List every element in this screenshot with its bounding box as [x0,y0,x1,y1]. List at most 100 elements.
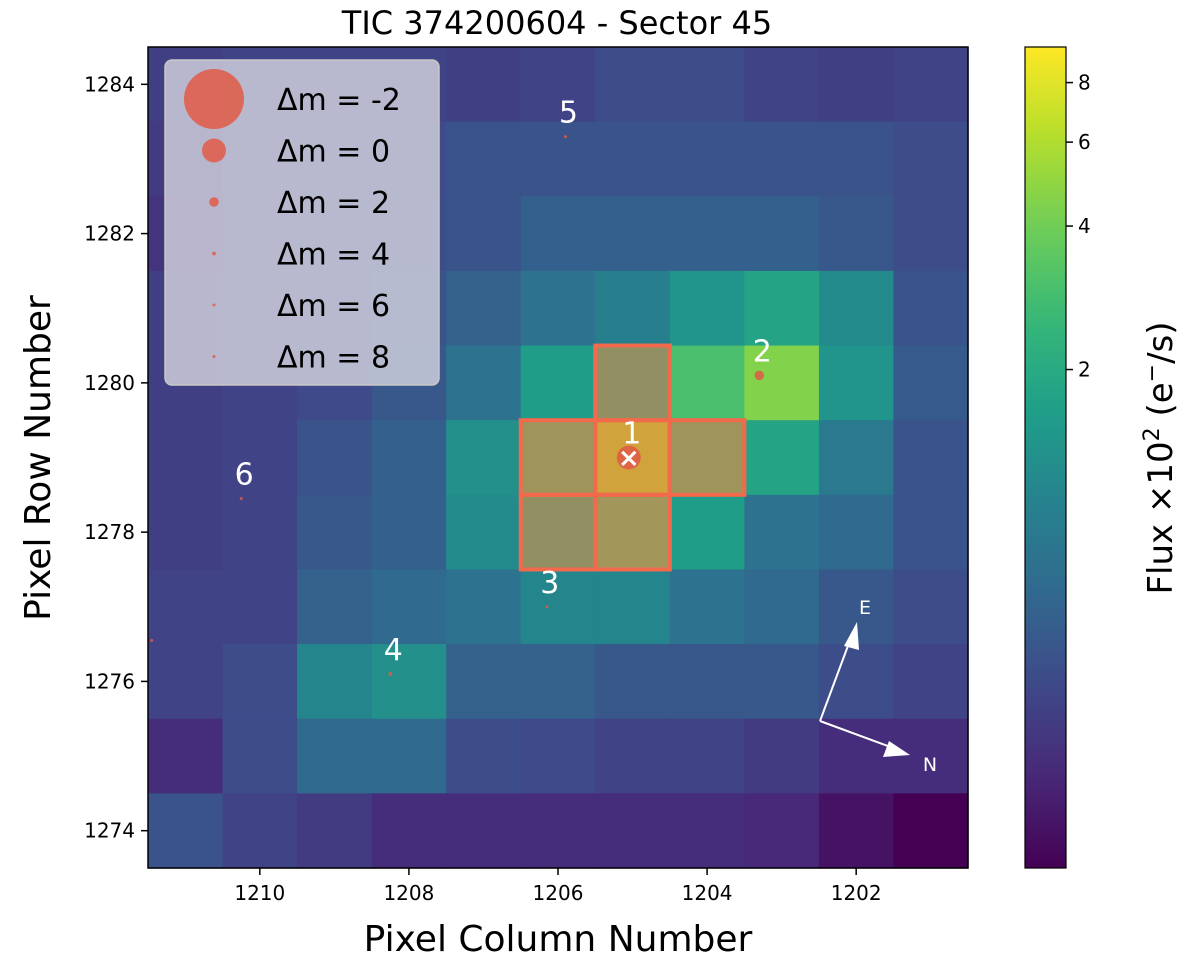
pixel-cell [893,121,969,197]
legend-marker [212,355,216,358]
pixel-cell [371,420,447,496]
pixel-cell [595,718,671,794]
pixel-cell [669,644,745,720]
colorbar: 2 4 6 8 Flux ×102 (e−/s) [1024,46,1181,869]
pixel-cell [893,196,969,272]
star-marker [239,497,243,501]
colorbar-tick-label: 4 [1078,214,1091,238]
pixel-cell [595,270,671,347]
pixel-cell [595,121,671,197]
pixel-cell [669,47,745,123]
star-marker [616,445,641,470]
pixel-cell [297,494,373,571]
pixel-cell [520,793,596,869]
pixel-cell [148,420,224,496]
pixel-cell [818,494,895,571]
pixel-cell [744,420,820,496]
pixel-cell [222,793,298,869]
pixel-cell [222,644,298,720]
pixel-cell [893,345,969,421]
pixel-cell [446,494,522,571]
pixel-cell [669,494,745,571]
pixel-cell [297,644,373,720]
legend-label: Δm = 0 [277,135,390,170]
star-marker [754,370,765,381]
legend-label: Δm = 8 [277,341,390,376]
pixel-cell [446,196,522,272]
pixel-cell [520,47,596,123]
pixel-cell [818,644,895,720]
pixel-cell [818,793,895,869]
y-tick-label: 1276 [84,669,135,693]
pixel-cell [222,569,298,645]
x-tick-label: 1206 [533,881,584,905]
star-label: 3 [540,566,559,601]
y-tick-label: 1284 [84,72,135,96]
compass-east-label: E [859,597,871,619]
pixel-cell [669,718,745,794]
pixel-cell [148,644,224,720]
pixel-cell [744,121,820,197]
legend-marker [184,69,244,129]
pixel-cell [744,569,820,645]
pixel-cell [148,494,224,571]
target-cross: × [618,444,640,474]
pixel-cell [669,793,745,869]
pixel-cell [297,420,373,496]
pixel-cell [297,569,373,645]
colorbar-label: Flux ×102 (e−/s) [1140,321,1181,594]
pixel-cell [744,47,820,123]
pixel-cell [446,569,522,645]
x-tick-label: 1204 [682,881,733,905]
legend-label: Δm = -2 [277,83,401,118]
legend: Δm = -2 Δm = 0 Δm = 2 Δm = 4 Δm = 6 Δm = 8 [164,59,440,386]
legend-label: Δm = 2 [277,186,390,221]
pixel-cell [893,718,969,794]
compass-east-arrowhead [844,622,859,650]
colorbar-tick-label: 8 [1078,71,1091,95]
pixel-cell [520,569,596,645]
colorbar-tick-label: 6 [1078,130,1091,154]
pixel-cell [893,494,969,571]
pixel-cell [669,345,745,421]
pixel-cell [446,644,522,720]
y-tick-label: 1280 [84,371,135,395]
compass: E N [819,597,937,776]
star-marker [545,605,549,609]
pixel-cell [446,121,522,197]
pixel-cell [297,793,373,869]
y-tick-label: 1278 [84,520,135,544]
x-axis-label: Pixel Column Number [364,919,753,960]
x-tick-label: 1210 [234,881,285,905]
pixel-cell [818,196,895,272]
pixel-cell [371,644,447,720]
pixel-cell [371,569,447,645]
aperture-pixel [518,492,598,572]
pixel-cell [520,196,596,272]
pixel-cell [669,196,745,272]
pixel-cell [818,420,895,496]
pixel-cell [818,270,895,347]
aperture-pixel [667,418,747,497]
pixel-cell [148,793,224,869]
pixel-cell [595,793,671,869]
legend-marker [212,303,216,307]
aperture-pixel [593,492,672,572]
pixel-cell [446,47,522,123]
pixel-cell [893,420,969,496]
compass-north-label: N [923,754,937,776]
legend-label: Δm = 6 [277,289,390,324]
pixel-cell [669,270,745,347]
pixel-cell [744,644,820,720]
pixel-cell [148,718,224,794]
star-label: 5 [559,96,578,131]
x-tick-label: 1202 [831,881,882,905]
pixel-cell [446,420,522,496]
pixel-cell [222,718,298,794]
star-label: 6 [235,458,254,493]
colorbar-gradient [1024,46,1067,869]
y-axis: 1274 1276 1278 1280 1282 1284 [84,72,148,843]
target-marker: × [618,444,640,474]
